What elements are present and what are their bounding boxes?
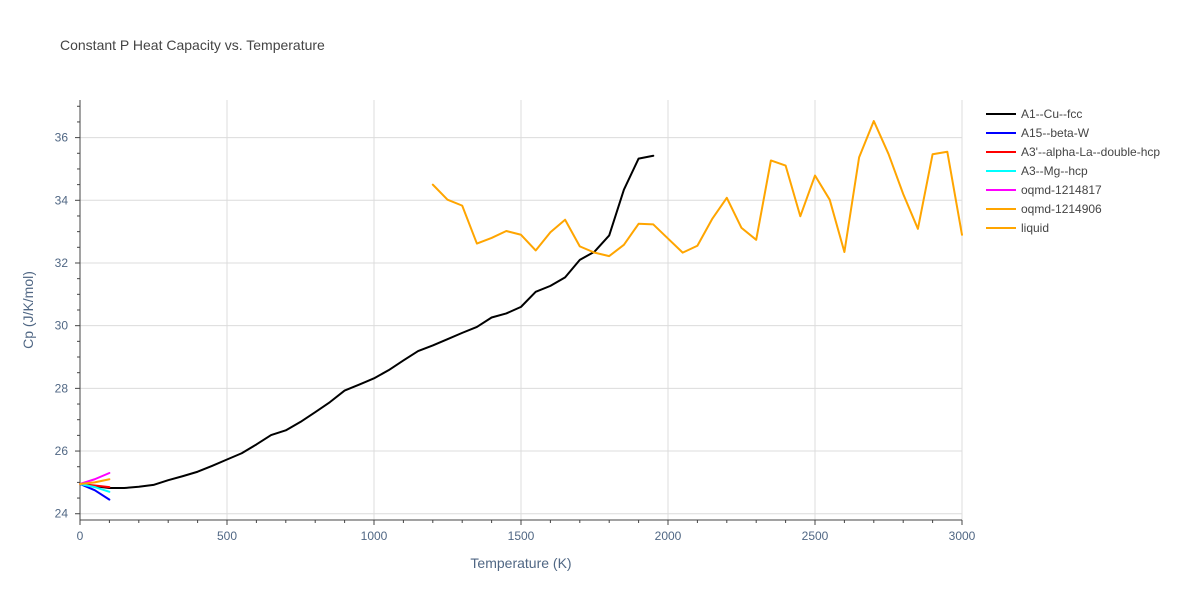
legend-item[interactable]: A3--Mg--hcp xyxy=(986,164,1088,178)
y-tick-label: 32 xyxy=(55,256,69,270)
series-layer xyxy=(79,120,963,501)
chart-title: Constant P Heat Capacity vs. Temperature xyxy=(60,37,325,53)
legend-label: liquid xyxy=(1021,221,1049,235)
y-tick-label: 26 xyxy=(55,444,69,458)
x-tick-label: 3000 xyxy=(949,529,976,543)
y-tick-label: 36 xyxy=(55,131,69,145)
x-tick-label: 500 xyxy=(217,529,237,543)
x-tick-label: 0 xyxy=(77,529,84,543)
y-tick-label: 24 xyxy=(55,507,69,521)
y-axis-title: Cp (J/K/mol) xyxy=(20,271,36,349)
legend-label: A1--Cu--fcc xyxy=(1021,107,1082,121)
legend-label: A3'--alpha-La--double-hcp xyxy=(1021,145,1160,159)
legend[interactable]: A1--Cu--fcc A15--beta-W A3'--alpha-La--dou… xyxy=(986,107,1160,235)
legend-item[interactable]: A1--Cu--fcc xyxy=(986,107,1082,121)
axes-layer: 0 500 1000 1500 2000 2500 3000 24 26 28 30 32 34 36 xyxy=(55,100,976,543)
series-line-a3-mg-hcp xyxy=(79,482,111,493)
series-line-oqmd-1214906 xyxy=(79,478,111,485)
legend-label: A3--Mg--hcp xyxy=(1021,164,1088,178)
x-tick-label: 1500 xyxy=(508,529,535,543)
legend-label: A15--beta-W xyxy=(1021,126,1090,140)
legend-item[interactable]: oqmd-1214906 xyxy=(986,202,1102,216)
legend-item[interactable]: A15--beta-W xyxy=(986,126,1090,140)
legend-item[interactable]: liquid xyxy=(986,221,1049,235)
series-line-a1-cu-fcc xyxy=(79,154,655,490)
x-tick-label: 2500 xyxy=(802,529,829,543)
legend-item[interactable]: A3'--alpha-La--double-hcp xyxy=(986,145,1160,159)
x-axis-title: Temperature (K) xyxy=(470,555,571,571)
legend-label: oqmd-1214906 xyxy=(1021,202,1102,216)
y-tick-label: 34 xyxy=(55,193,69,207)
series-line-a15-beta-w xyxy=(79,482,111,501)
series-line-oqmd-1214817 xyxy=(79,471,111,485)
legend-item[interactable]: oqmd-1214817 xyxy=(986,183,1102,197)
grid-layer xyxy=(80,100,963,520)
legend-label: oqmd-1214817 xyxy=(1021,183,1102,197)
x-tick-label: 2000 xyxy=(655,529,682,543)
y-tick-label: 28 xyxy=(55,381,69,395)
x-tick-label: 1000 xyxy=(361,529,388,543)
series-line-liquid xyxy=(431,120,963,258)
y-tick-label: 30 xyxy=(55,319,69,333)
